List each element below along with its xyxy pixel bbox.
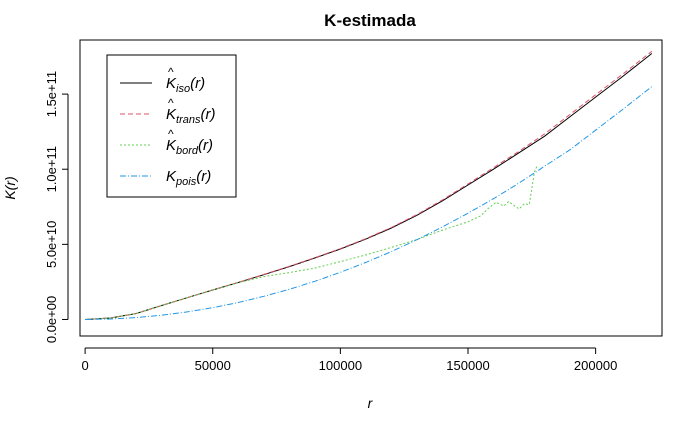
y-axis-label: K(r): [2, 176, 18, 199]
y-tick-label: 1.5e+11: [44, 71, 59, 117]
x-tick-label: 200000: [574, 358, 617, 373]
series-line-pois: [85, 86, 653, 320]
legend: Kiso(r)^Ktrans(r)^Kbord(r)^Kpois(r): [106, 54, 237, 198]
x-tick-label: 0: [81, 358, 88, 373]
plot-area: [79, 39, 663, 337]
x-tick-label: 50000: [195, 358, 231, 373]
legend-label-trans: Ktrans(r): [166, 106, 215, 126]
legend-hat-trans: ^: [168, 96, 174, 110]
chart-title: K-estimada: [324, 11, 416, 30]
x-axis-label: r: [368, 395, 374, 411]
legend-label-iso: Kiso(r): [166, 75, 205, 95]
y-tick-label: 5.0e+10: [44, 221, 59, 268]
axes: 0 50000 100000 150000 200000 0.0e+00 5.0e+10 1.…: [44, 71, 617, 373]
legend-label-bord: Kbord(r): [166, 137, 213, 157]
legend-hat-iso: ^: [168, 65, 174, 79]
y-tick-label: 1.0e+11: [44, 146, 59, 192]
legend-hat-bord: ^: [168, 127, 174, 141]
y-tick-label: 0.0e+00: [44, 296, 59, 343]
series-line-bord: [85, 166, 538, 320]
x-tick-label: 150000: [446, 358, 489, 373]
legend-box: [106, 54, 237, 198]
plot-frame: [79, 39, 663, 337]
x-tick-label: 100000: [319, 358, 362, 373]
legend-label-pois: Kpois(r): [166, 168, 211, 188]
